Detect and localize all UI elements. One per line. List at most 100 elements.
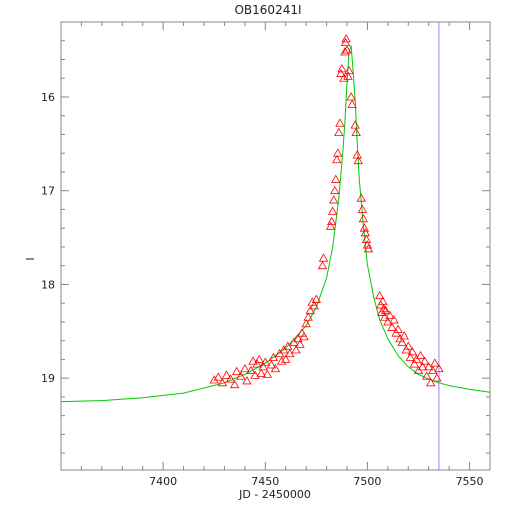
observation-point	[342, 45, 352, 54]
observation-point	[307, 297, 317, 306]
observation-point	[246, 365, 256, 375]
observation-point	[434, 363, 444, 373]
x-tick-label: 7400	[149, 475, 177, 488]
observation-point	[270, 363, 281, 373]
observation-point	[337, 64, 347, 73]
observation-point	[374, 290, 385, 300]
observation-point	[293, 333, 303, 343]
x-axis-label: JD - 2450000	[238, 488, 311, 501]
observation-point	[325, 221, 336, 230]
observation-point	[254, 354, 264, 363]
observation-point	[383, 317, 393, 326]
observation-point	[378, 296, 388, 305]
observation-point	[346, 92, 356, 101]
observation-point	[387, 322, 397, 331]
observation-point	[299, 332, 309, 341]
observation-point	[276, 356, 287, 365]
observation-point	[419, 356, 430, 365]
model-curve	[60, 45, 491, 403]
observation-point	[389, 315, 399, 324]
observation-point	[335, 118, 345, 127]
observation-point	[385, 310, 395, 319]
observation-point	[421, 371, 432, 380]
observation-point	[407, 347, 418, 356]
observation-point	[350, 120, 360, 129]
observation-point	[430, 358, 440, 367]
observation-point	[248, 356, 258, 365]
observation-point	[409, 359, 420, 368]
observation-point	[236, 371, 246, 380]
observation-point	[399, 331, 409, 340]
y-axis-label: I	[24, 257, 37, 260]
observation-point	[353, 155, 363, 165]
observation-point	[351, 127, 361, 136]
observation-point	[260, 357, 270, 366]
observation-point	[352, 150, 362, 159]
observation-point	[213, 372, 223, 381]
observation-point	[329, 195, 339, 204]
observation-point	[309, 301, 320, 310]
observation-point	[426, 378, 436, 387]
observation-points	[209, 34, 444, 389]
observation-point	[344, 65, 354, 75]
observation-point	[333, 148, 343, 157]
observation-point	[393, 324, 403, 333]
observation-point	[301, 318, 311, 328]
observation-point	[229, 379, 240, 389]
chart-title: OB160241I	[234, 3, 301, 17]
observation-point	[311, 294, 322, 303]
y-tick-label: 19	[41, 372, 55, 385]
observation-point	[266, 360, 277, 369]
plot-frame	[60, 21, 491, 471]
observation-point	[217, 378, 228, 387]
observation-point	[326, 216, 337, 226]
observation-point	[331, 174, 341, 183]
observation-point	[357, 204, 368, 213]
observation-point	[291, 345, 301, 354]
x-tick-label: 7450	[251, 475, 279, 488]
y-tick-label: 16	[41, 91, 55, 104]
observation-point	[347, 99, 357, 108]
observation-point	[363, 244, 374, 253]
observation-point	[281, 354, 291, 363]
observation-point	[262, 369, 273, 378]
observation-point	[361, 234, 372, 243]
y-tick-label: 17	[41, 185, 55, 198]
observation-point	[360, 228, 371, 237]
observation-point	[332, 154, 342, 164]
observation-point	[330, 185, 340, 195]
observation-point	[336, 68, 346, 77]
observation-point	[328, 206, 338, 215]
observation-point	[405, 352, 416, 361]
observation-point	[403, 341, 413, 350]
observation-point	[231, 366, 242, 375]
observation-point	[318, 253, 329, 262]
observation-point	[256, 368, 266, 377]
observation-point	[334, 127, 344, 136]
observation-point	[428, 365, 438, 375]
axis-ticks	[61, 21, 491, 470]
observation-point	[242, 376, 252, 385]
observation-point	[339, 73, 349, 82]
observation-point	[303, 312, 313, 321]
observation-point	[209, 375, 219, 384]
observation-point	[417, 362, 428, 371]
observation-point	[240, 363, 250, 373]
observation-point	[341, 34, 351, 43]
observation-point	[397, 337, 407, 346]
observation-point	[362, 240, 373, 249]
observation-point	[250, 370, 260, 379]
observation-point	[221, 370, 232, 379]
observation-point	[356, 193, 366, 202]
observation-point	[317, 260, 328, 270]
observation-point	[295, 339, 305, 348]
observation-point	[258, 362, 268, 371]
x-tick-label: 7550	[456, 475, 484, 488]
axis-tick-labels: 7400 7450 7500 7550 16 17 18 19	[41, 91, 484, 488]
observation-point	[305, 305, 315, 315]
y-tick-label: 18	[41, 278, 55, 291]
observation-point	[379, 303, 389, 313]
observation-point	[358, 214, 369, 223]
observation-point	[381, 305, 391, 315]
